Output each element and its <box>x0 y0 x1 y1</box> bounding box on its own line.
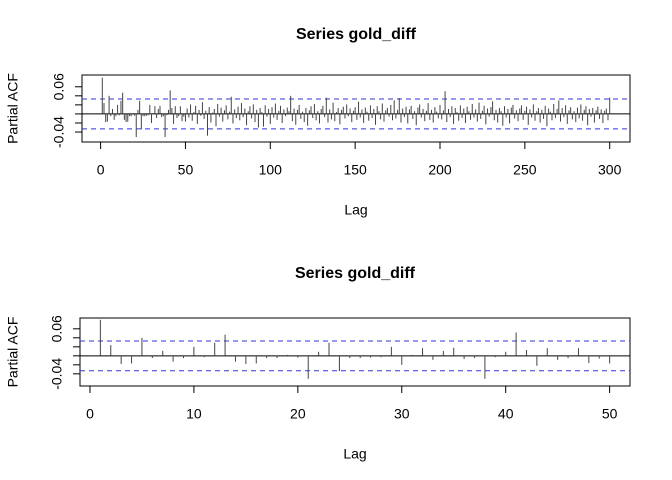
x-tick-label: 0 <box>86 406 94 422</box>
x-tick-label: 30 <box>394 406 410 422</box>
x-tick-label: 50 <box>602 406 618 422</box>
x-tick-label: 10 <box>186 406 202 422</box>
x-axis-label: Lag <box>344 202 367 218</box>
y-axis-label: Partial ACF <box>5 317 21 388</box>
x-tick-label: 40 <box>498 406 514 422</box>
x-tick-label: 300 <box>598 162 622 178</box>
x-tick-label: 100 <box>259 162 283 178</box>
x-tick-label: 150 <box>343 162 367 178</box>
x-tick-label: 20 <box>290 406 306 422</box>
y-tick-label: -0.04 <box>51 116 67 148</box>
x-tick-label: 200 <box>428 162 452 178</box>
y-axis-label: Partial ACF <box>5 73 21 144</box>
y-tick-label: 0.06 <box>51 73 67 100</box>
x-tick-label: 250 <box>513 162 537 178</box>
x-tick-label: 50 <box>178 162 194 178</box>
plot-frame <box>79 317 631 387</box>
chart-title: Series gold_diff <box>295 265 416 282</box>
x-axis-label: Lag <box>343 446 366 462</box>
y-tick-label: 0.06 <box>49 315 65 342</box>
x-tick-label: 0 <box>97 162 105 178</box>
y-tick-label: -0.04 <box>49 358 65 390</box>
plot-frame <box>81 74 631 143</box>
chart-title: Series gold_diff <box>296 26 417 43</box>
